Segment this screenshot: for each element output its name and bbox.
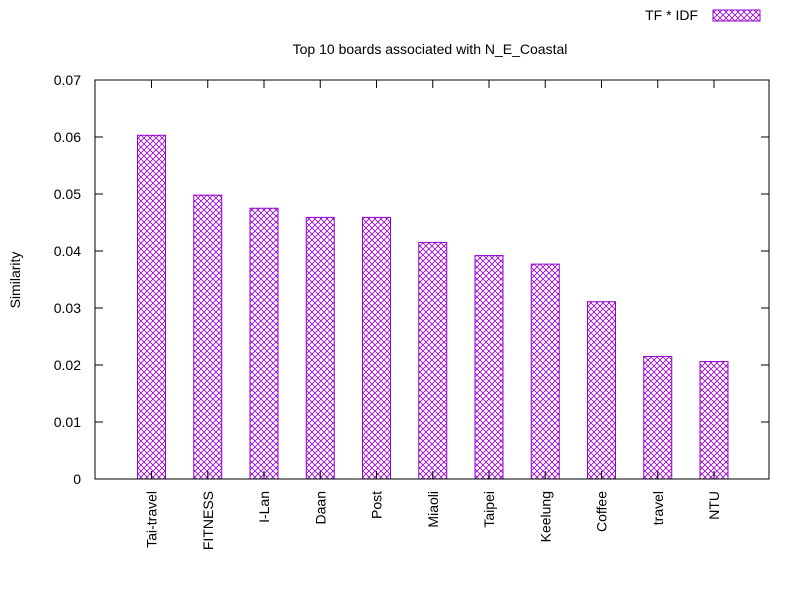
- x-tick-label: I-Lan: [256, 491, 272, 523]
- x-tick-label: Post: [369, 491, 385, 519]
- bar-post: [362, 216, 391, 480]
- y-tick-label: 0: [73, 471, 81, 487]
- y-tick-label: 0.06: [54, 129, 81, 145]
- y-axis-label: Similarity: [7, 252, 23, 309]
- y-tick-label: 0.03: [54, 300, 81, 316]
- y-tick-label: 0.05: [54, 186, 81, 202]
- legend-swatch: [712, 9, 761, 22]
- x-tick-label: Coffee: [594, 491, 610, 532]
- bar-daan: [305, 216, 335, 480]
- x-tick-label: Miaoli: [425, 491, 441, 528]
- x-tick-label: Keelung: [537, 491, 553, 542]
- bars: [137, 134, 729, 480]
- plot-frame: [94, 79, 770, 480]
- bar-coffee: [587, 301, 616, 480]
- legend: TF * IDF: [645, 7, 761, 23]
- x-tick-label: FITNESS: [200, 491, 216, 550]
- bar-fitness: [193, 194, 223, 480]
- chart-title: Top 10 boards associated with N_E_Coasta…: [293, 41, 568, 57]
- y-tick-label: 0.01: [54, 414, 81, 430]
- y-tick-label: 0.07: [54, 72, 81, 88]
- x-tick-label: Taipei: [481, 491, 497, 528]
- x-axis-ticks: Tai-travel FITNESS I-Lan Daan Post Miaoli Taip…: [144, 80, 722, 550]
- bar-ntu: [699, 361, 729, 480]
- bar-travel: [643, 355, 673, 480]
- y-tick-label: 0.02: [54, 357, 81, 373]
- x-tick-label: Daan: [312, 491, 328, 524]
- y-axis-ticks: 0 0.01 0.02 0.03 0.04 0.05 0.06 0.07: [54, 72, 769, 487]
- bar-keelung: [530, 263, 560, 480]
- x-tick-label: Tai-travel: [144, 491, 160, 548]
- x-tick-label: NTU: [706, 491, 722, 520]
- bar-miaoli: [418, 241, 448, 480]
- bar-i-lan: [249, 207, 279, 480]
- legend-label: TF * IDF: [645, 7, 698, 23]
- bar-tai-travel: [137, 134, 166, 480]
- x-tick-label: travel: [650, 491, 666, 525]
- bar-taipei: [474, 255, 504, 480]
- y-tick-label: 0.04: [54, 243, 81, 259]
